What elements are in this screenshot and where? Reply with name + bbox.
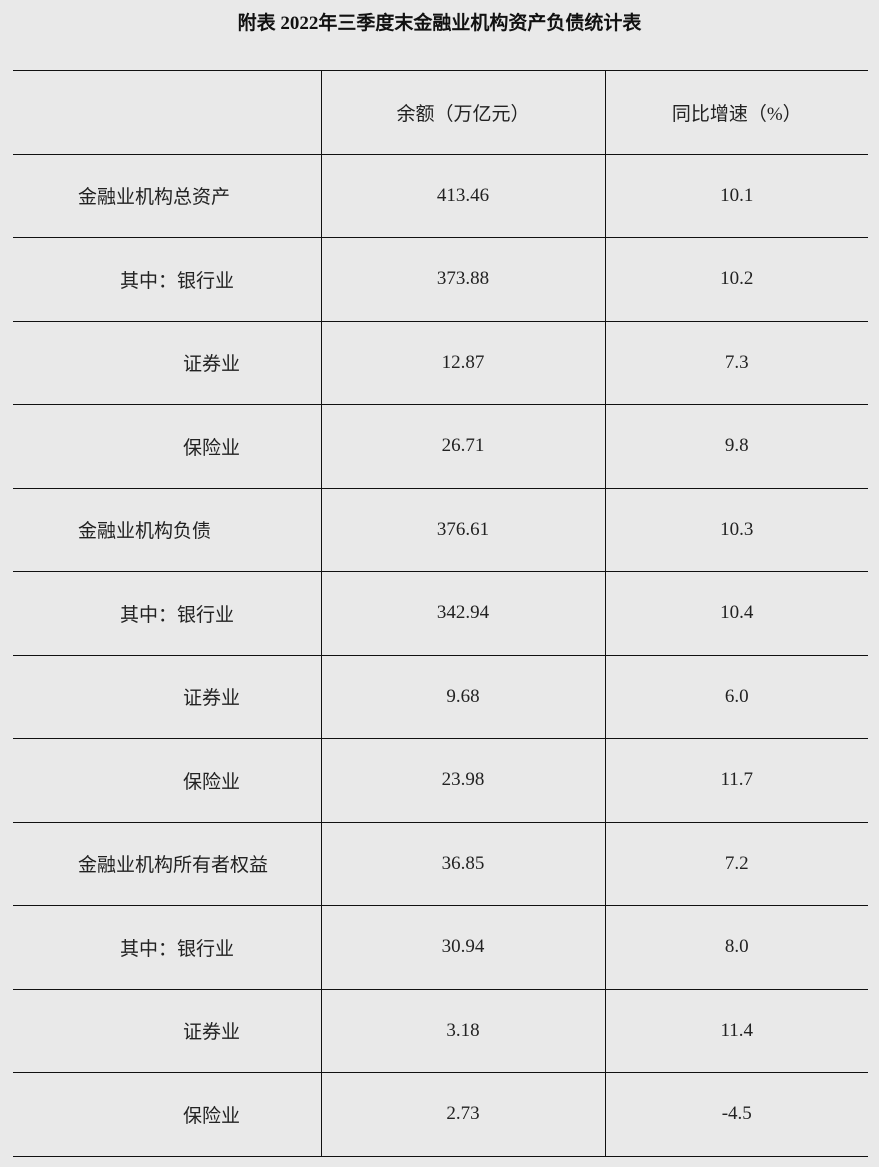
table-row: 金融业机构总资产 413.46 10.1 (13, 153, 868, 238)
row-label: 其中：银行业 (13, 905, 321, 990)
row-label: 金融业机构总资产 (13, 153, 321, 238)
row-label: 保险业 (13, 738, 321, 823)
row-balance: 9.68 (320, 654, 605, 739)
row-label: 其中：银行业 (13, 237, 321, 322)
row-label: 保险业 (13, 404, 321, 489)
row-balance: 413.46 (320, 153, 605, 238)
table-row: 金融业机构所有者权益 36.85 7.2 (13, 821, 868, 906)
row-growth: 8.0 (604, 905, 868, 990)
row-growth: 6.0 (604, 654, 868, 739)
row-growth: 10.4 (604, 571, 868, 656)
row-label: 证券业 (13, 320, 321, 405)
row-label: 保险业 (13, 1072, 321, 1157)
header-growth: 同比增速（%） (604, 70, 868, 155)
row-growth: 7.2 (604, 821, 868, 906)
row-growth: -4.5 (604, 1072, 868, 1157)
row-balance: 376.61 (320, 487, 605, 572)
table-row: 证券业 12.87 7.3 (13, 320, 868, 405)
row-balance: 26.71 (320, 404, 605, 489)
row-label: 金融业机构所有者权益 (13, 821, 321, 906)
row-growth: 11.7 (604, 738, 868, 823)
row-growth: 10.1 (604, 153, 868, 238)
row-balance: 36.85 (320, 821, 605, 906)
row-growth: 7.3 (604, 320, 868, 405)
table-row: 其中：银行业 373.88 10.2 (13, 237, 868, 322)
row-balance: 12.87 (320, 320, 605, 405)
header-label (13, 70, 321, 155)
table-row: 保险业 23.98 11.7 (13, 738, 868, 823)
table-row: 其中：银行业 30.94 8.0 (13, 905, 868, 990)
row-growth: 10.3 (604, 487, 868, 572)
table-row: 证券业 9.68 6.0 (13, 654, 868, 739)
row-balance: 3.18 (320, 988, 605, 1073)
header-row: 余额（万亿元） 同比增速（%） (13, 70, 868, 155)
row-growth: 11.4 (604, 988, 868, 1073)
row-balance: 342.94 (320, 571, 605, 656)
row-label: 金融业机构负债 (13, 487, 321, 572)
row-balance: 23.98 (320, 738, 605, 823)
row-growth: 9.8 (604, 404, 868, 489)
row-growth: 10.2 (604, 237, 868, 322)
row-balance: 30.94 (320, 905, 605, 990)
table-row: 证券业 3.18 11.4 (13, 988, 868, 1073)
row-balance: 2.73 (320, 1072, 605, 1157)
row-label: 其中：银行业 (13, 571, 321, 656)
header-balance: 余额（万亿元） (320, 70, 605, 155)
table-title: 附表 2022年三季度末金融业机构资产负债统计表 (237, 13, 642, 34)
financial-institutions-table: 余额（万亿元） 同比增速（%） 金融业机构总资产 413.46 10.1 其中：银行业… (13, 70, 868, 1157)
table-row: 保险业 26.71 9.8 (13, 404, 868, 489)
row-balance: 373.88 (320, 237, 605, 322)
row-label: 证券业 (13, 988, 321, 1073)
table-row: 其中：银行业 342.94 10.4 (13, 571, 868, 656)
table-row: 金融业机构负债 376.61 10.3 (13, 487, 868, 572)
table-row: 保险业 2.73 -4.5 (13, 1072, 868, 1157)
row-label: 证券业 (13, 654, 321, 739)
